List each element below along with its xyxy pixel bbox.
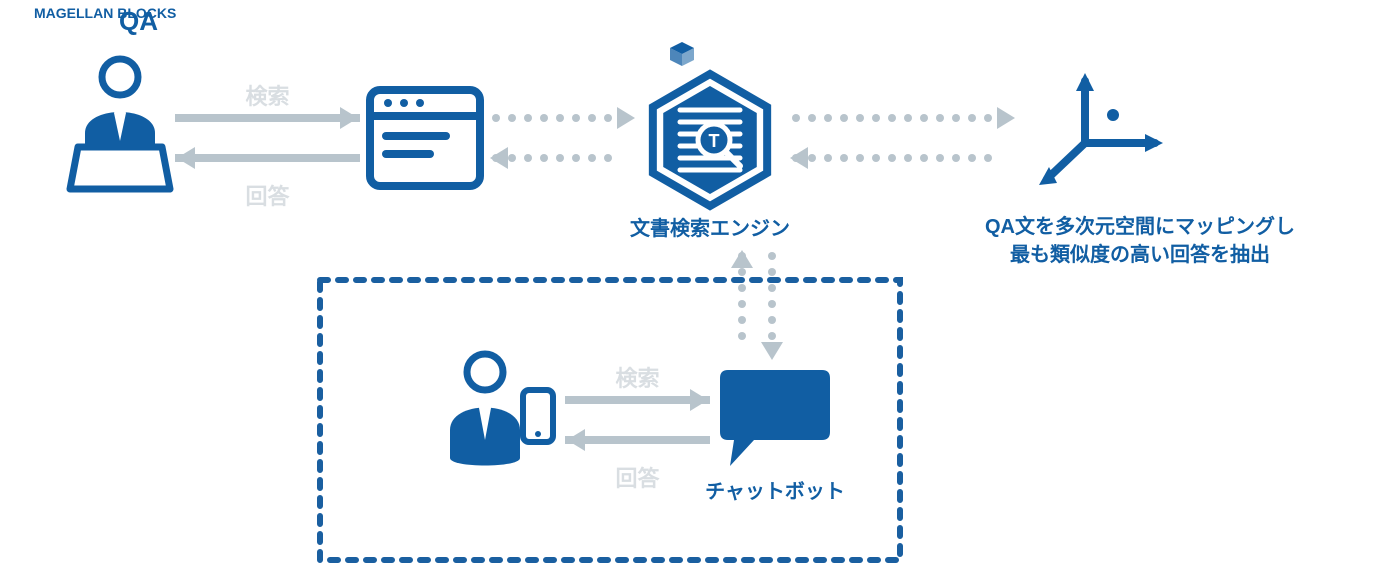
arrow-label-top_answer: 回答 <box>245 184 290 209</box>
flow-dot <box>768 268 776 276</box>
user-pc-icon <box>70 59 170 189</box>
svg-text:T: T <box>709 131 720 151</box>
arrow-label-bot_answer: 回答 <box>615 466 660 491</box>
flow-dot <box>872 114 880 122</box>
flow-dot <box>524 154 532 162</box>
arrowhead <box>567 429 585 451</box>
chatbot-label: チャットボット <box>705 480 845 503</box>
flow-dot <box>936 154 944 162</box>
arrowhead <box>761 342 783 360</box>
flow-dot <box>572 114 580 122</box>
flow-dot <box>604 154 612 162</box>
flow-dot <box>824 114 832 122</box>
flow-dot <box>768 316 776 324</box>
flow-dot <box>738 316 746 324</box>
user-mobile-icon <box>450 354 553 466</box>
flow-dot <box>808 154 816 162</box>
flow-dot <box>604 114 612 122</box>
arrowhead <box>790 147 808 169</box>
qa-desc-2: 最も類似度の高い回答を抽出 <box>1010 242 1270 266</box>
arrowhead <box>340 107 358 129</box>
flow-dot <box>936 114 944 122</box>
flow-dot <box>508 114 516 122</box>
arrowhead <box>490 147 508 169</box>
flow-dot <box>808 114 816 122</box>
flow-dot <box>904 114 912 122</box>
flow-dot <box>492 114 500 122</box>
flow-dot <box>768 332 776 340</box>
flow-dot <box>738 268 746 276</box>
flow-dot <box>738 332 746 340</box>
flow-dot <box>556 114 564 122</box>
flow-dot <box>508 154 516 162</box>
flow-dot <box>856 114 864 122</box>
flow-dot <box>952 154 960 162</box>
flow-dot <box>968 114 976 122</box>
arrow-label-top_search: 検索 <box>245 84 289 109</box>
brand-logo <box>670 42 694 66</box>
flow-dot <box>524 114 532 122</box>
flow-dot <box>840 114 848 122</box>
flow-dot <box>872 154 880 162</box>
qa-desc-1: QA文を多次元空間にマッピングし <box>985 214 1295 238</box>
browser-icon <box>370 90 480 186</box>
arrowhead <box>997 107 1015 129</box>
flow-dot <box>738 284 746 292</box>
flow-dot <box>952 114 960 122</box>
flow-dot <box>984 154 992 162</box>
search-engine-icon: T <box>653 74 767 206</box>
flow-dot <box>588 154 596 162</box>
flow-dot <box>904 154 912 162</box>
flow-dot <box>920 114 928 122</box>
flow-dot <box>920 154 928 162</box>
flow-dot <box>540 114 548 122</box>
flow-dot <box>768 252 776 260</box>
qa-space-icon <box>1039 73 1163 185</box>
flow-dot <box>540 154 548 162</box>
flow-dot <box>984 114 992 122</box>
flow-dot <box>768 300 776 308</box>
flow-dot <box>888 154 896 162</box>
flow-dot <box>738 300 746 308</box>
flow-dot <box>968 154 976 162</box>
arrow-label-bot_search: 検索 <box>615 366 659 391</box>
engine-label: 文書検索エンジン <box>630 216 790 240</box>
flow-dot <box>792 114 800 122</box>
arrowhead <box>617 107 635 129</box>
flow-dot <box>840 154 848 162</box>
flow-dot <box>824 154 832 162</box>
brand-text: MAGELLAN BLOCKS <box>34 5 176 21</box>
arrowhead <box>731 250 753 268</box>
flow-dot <box>888 114 896 122</box>
flow-dot <box>572 154 580 162</box>
flow-dot <box>856 154 864 162</box>
arrowhead <box>690 389 708 411</box>
flow-dot <box>588 114 596 122</box>
flow-dot <box>768 284 776 292</box>
arrowhead <box>177 147 195 169</box>
chatbot-icon <box>720 370 830 466</box>
flow-dot <box>556 154 564 162</box>
